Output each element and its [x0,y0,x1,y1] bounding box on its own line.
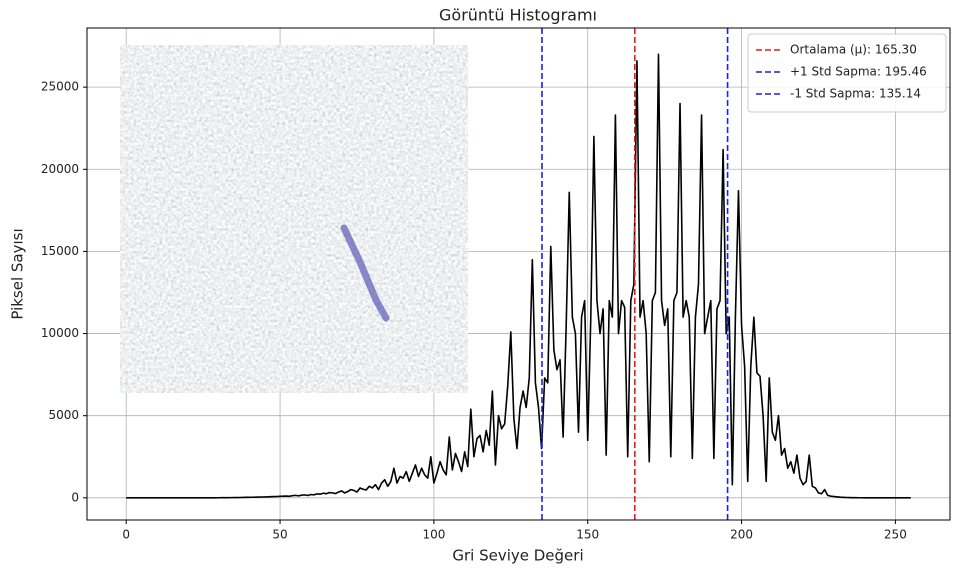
legend-box [747,33,947,113]
x-tick-label: 50 [272,528,287,542]
chart-title: Görüntü Histogramı [439,6,597,25]
axes-frame [86,27,951,521]
inset-image [120,45,468,393]
y-tick-label: 20000 [41,162,79,176]
y-tick-label: 15000 [41,244,79,258]
x-axis-label: Gri Seviye Değeri [452,547,583,565]
image-streak [340,224,390,322]
x-tick-label: 200 [730,528,753,542]
legend: Ortalama (μ): 165.30 +1 Std Sapma: 195.46… [747,33,947,113]
x-tick-label: 0 [122,528,130,542]
image [120,45,468,393]
x-tick-label: 100 [422,528,445,542]
histogram-line [126,53,911,499]
x-tick-label: 150 [576,528,599,542]
legend-label: +1 Std Sapma: 195.46 [790,65,927,79]
y-tick-label: 25000 [41,80,79,94]
legend-label: Ortalama (μ): 165.30 [790,43,917,57]
plot [126,28,911,520]
x-tick-label: 250 [884,528,907,542]
y-tick-label: 10000 [41,326,79,340]
y-tick-label: 5000 [48,408,79,422]
y-axis-label: Piksel Sayısı [9,228,27,319]
legend-label: -1 Std Sapma: 135.14 [790,87,921,101]
y-tick-label: 0 [71,490,79,504]
